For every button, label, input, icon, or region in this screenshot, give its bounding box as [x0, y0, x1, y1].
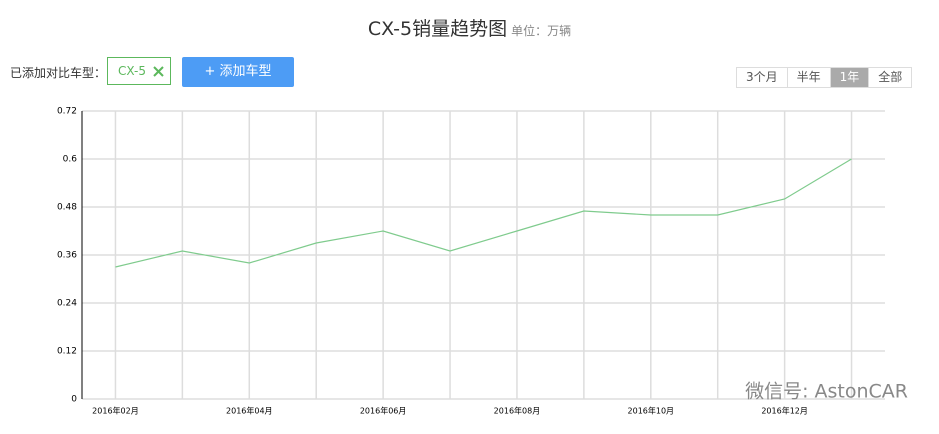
x-tick-label: 2016年10月 [628, 406, 675, 416]
range-button[interactable]: 半年 [786, 68, 830, 87]
y-tick-label: 0.6 [63, 155, 78, 165]
y-tick-label: 0.24 [57, 299, 77, 309]
y-tick-label: 0 [71, 395, 77, 405]
legend-label: CX-5 [118, 64, 146, 78]
range-selector: 3个月 半年 1年 全部 [736, 67, 913, 88]
y-tick-label: 0.72 [57, 107, 77, 117]
x-tick-label: 2016年06月 [360, 406, 407, 416]
add-button[interactable]: + 添加车型 [182, 57, 294, 87]
data-line [115, 158, 852, 268]
legend-chip[interactable]: CX-5 [107, 57, 171, 85]
y-tick-label: 0.12 [57, 347, 77, 357]
x-tick-label: 2016年08月 [494, 406, 541, 416]
range-button[interactable]: 全部 [868, 68, 911, 87]
compare-label: 已添加对比车型： [10, 66, 107, 80]
chart-subtitle: 单位：万辆 [511, 24, 572, 38]
remove-icon[interactable] [153, 66, 164, 77]
y-tick-label: 0.48 [57, 203, 77, 213]
chart-title: CX-5销量趋势图 [367, 18, 508, 40]
range-button[interactable]: 3个月 [746, 70, 778, 84]
title-row: CX-5销量趋势图 单位：万辆 [0, 14, 939, 41]
x-tick-label: 2016年02月 [92, 406, 139, 416]
y-tick-label: 0.36 [57, 251, 77, 261]
range-button[interactable]: 1年 [829, 68, 869, 87]
watermark: 微信号: AstonCAR [745, 381, 908, 403]
x-tick-label: 2016年04月 [226, 406, 273, 416]
x-tick-label: 2016年12月 [761, 406, 808, 416]
